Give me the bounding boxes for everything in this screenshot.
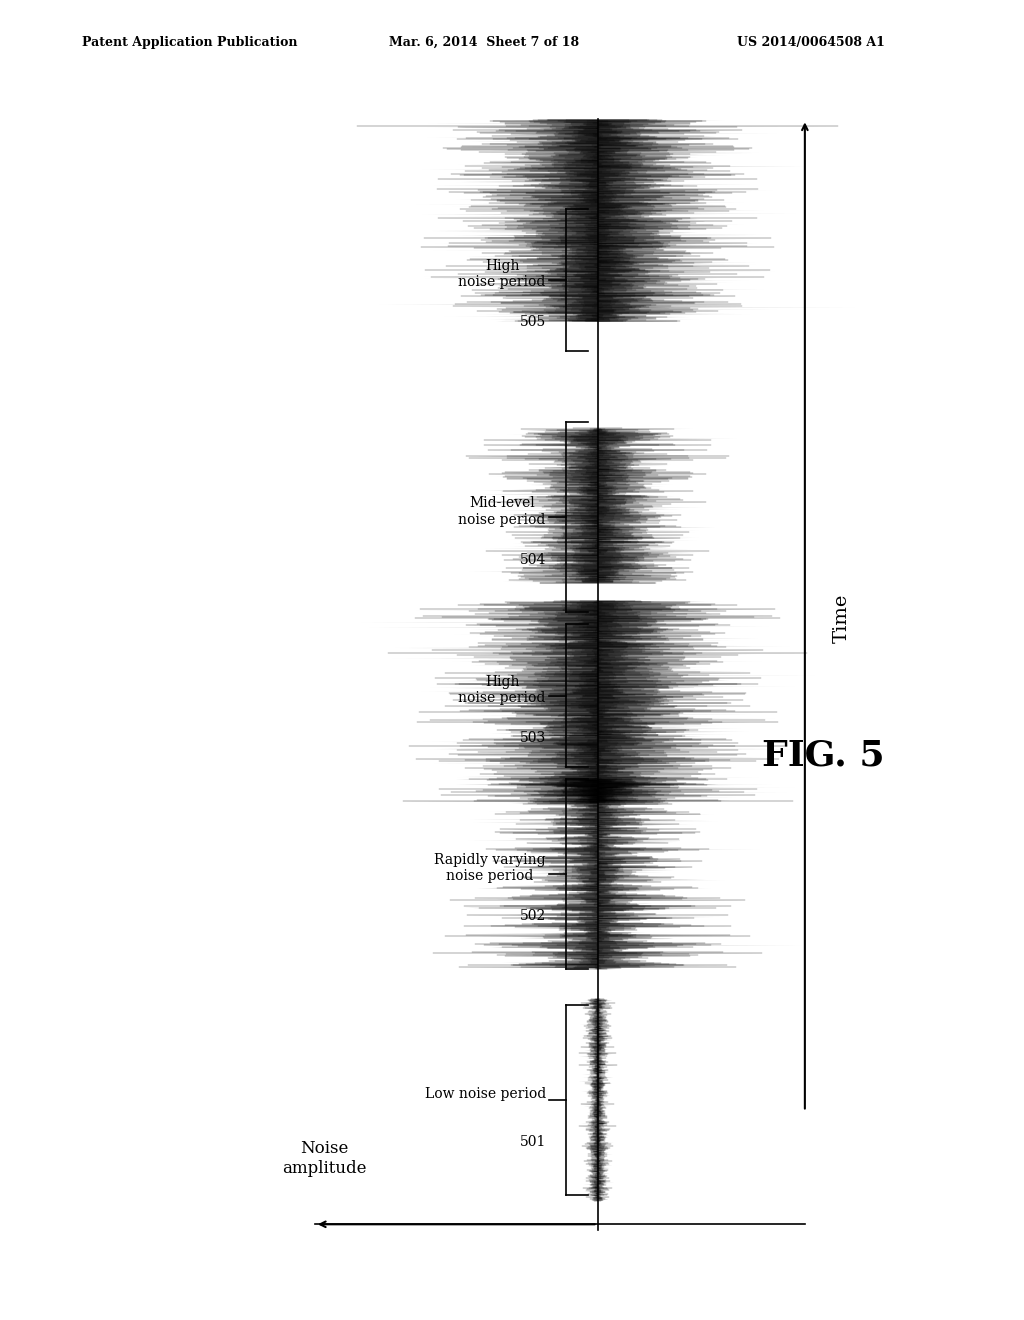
Text: High
noise period: High noise period: [459, 259, 546, 289]
Text: FIG. 5: FIG. 5: [763, 738, 885, 772]
Text: Mar. 6, 2014  Sheet 7 of 18: Mar. 6, 2014 Sheet 7 of 18: [389, 36, 580, 49]
Text: High
noise period: High noise period: [459, 675, 546, 705]
Text: Rapidly varying
noise period: Rapidly varying noise period: [434, 853, 546, 883]
Text: 504: 504: [519, 553, 546, 568]
Text: 503: 503: [519, 731, 546, 746]
Text: 505: 505: [519, 315, 546, 330]
Text: 501: 501: [519, 1135, 546, 1150]
Text: Low noise period: Low noise period: [425, 1086, 546, 1101]
Text: Mid-level
noise period: Mid-level noise period: [459, 496, 546, 527]
Text: Time: Time: [834, 594, 851, 643]
Text: US 2014/0064508 A1: US 2014/0064508 A1: [737, 36, 885, 49]
Text: Noise
amplitude: Noise amplitude: [283, 1140, 367, 1177]
Text: 502: 502: [519, 909, 546, 924]
Text: Patent Application Publication: Patent Application Publication: [82, 36, 297, 49]
